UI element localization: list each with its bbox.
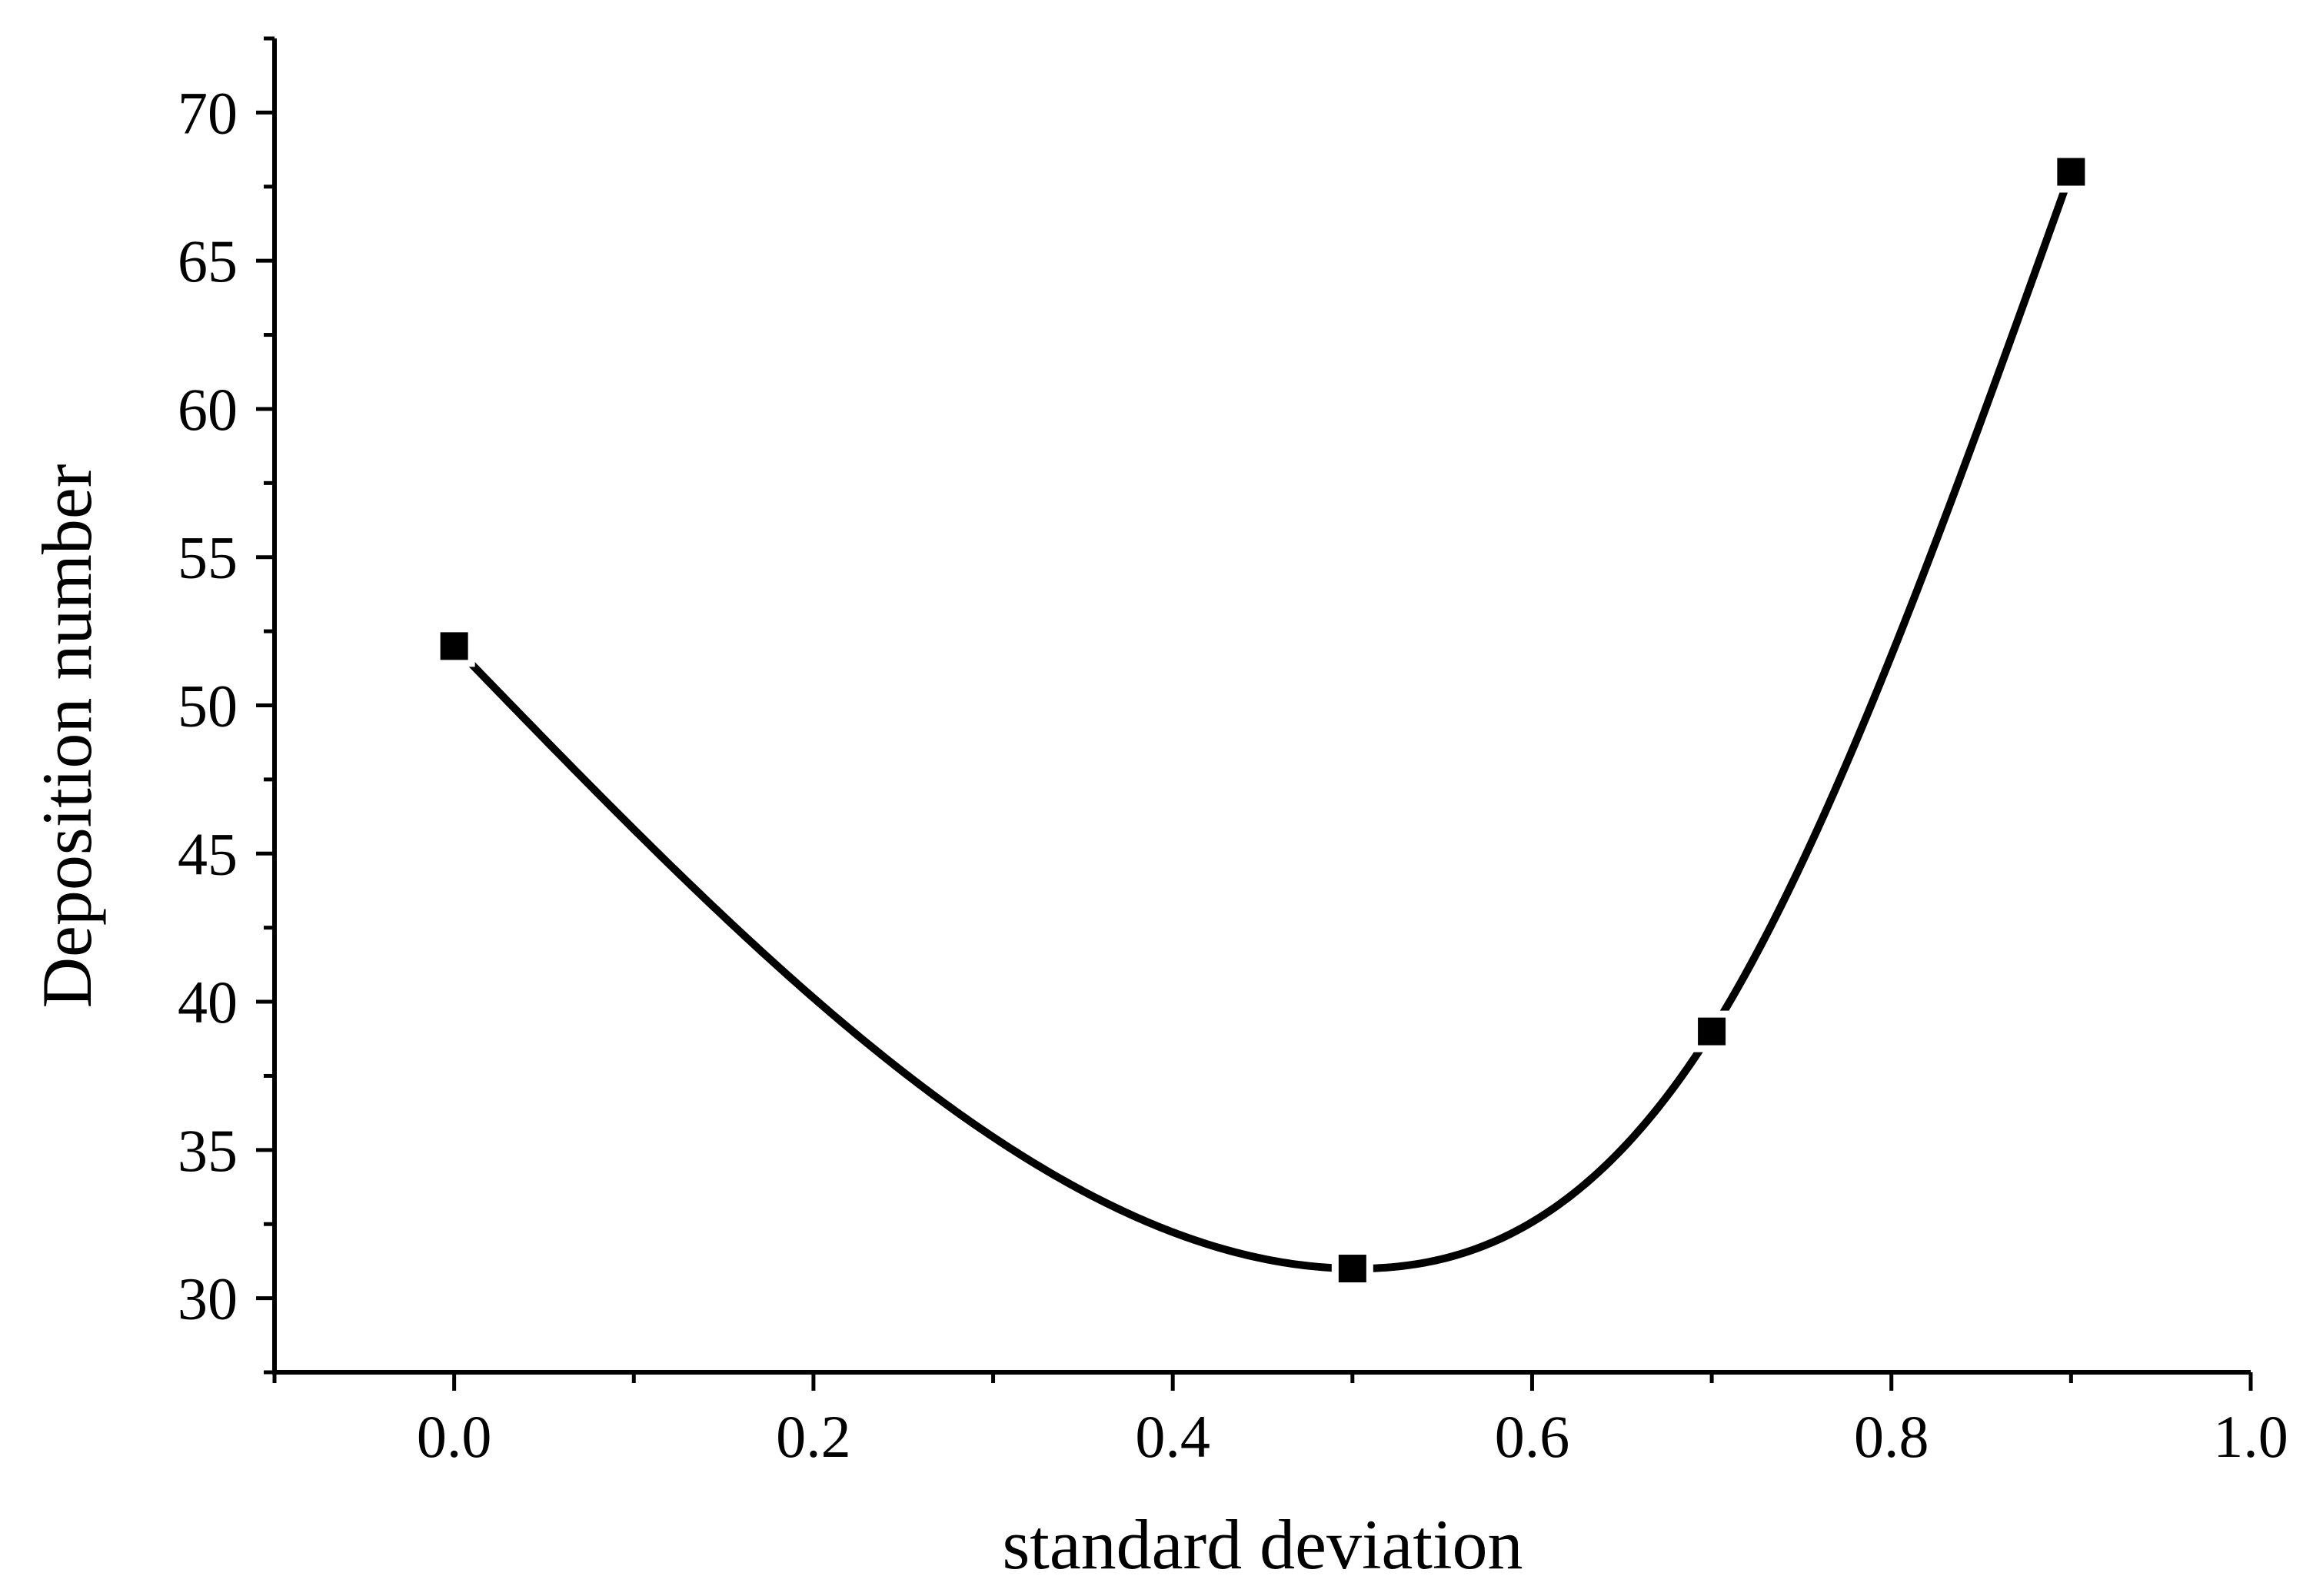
y-tick-label: 60 [178,376,238,443]
series-markers [433,151,2092,1290]
data-point-marker [2057,158,2085,186]
x-axis-title: standard deviation [1002,1505,1523,1584]
axes [272,38,2251,1375]
y-tick-label: 70 [178,79,238,146]
y-tick-label: 40 [178,969,238,1036]
data-point-marker [1698,1017,1726,1046]
series-curve [450,168,2075,1273]
x-tick-label: 1.0 [2213,1403,2288,1470]
y-tick-label: 45 [178,820,238,887]
y-tick-label: 30 [178,1265,238,1332]
x-tick-label: 0.2 [776,1403,851,1470]
x-tick-label: 0.0 [417,1403,492,1470]
x-tick-label: 0.4 [1135,1403,1210,1470]
x-tick-label: 0.8 [1854,1403,1929,1470]
y-axis-title: Deposition number [28,464,106,1009]
y-tick-label: 55 [178,524,238,591]
data-point-marker [440,632,468,660]
y-tick-label: 50 [178,673,238,740]
y-tick-label: 35 [178,1117,238,1184]
x-tick-label: 0.6 [1495,1403,1570,1470]
y-tick-label: 65 [178,228,238,294]
x-axis-ticks: 0.0 0.2 0.4 0.6 0.8 1.0 [272,1372,2288,1470]
y-axis-ticks: 30 35 40 45 50 55 60 65 70 [178,36,275,1375]
data-point-marker [1338,1255,1366,1283]
